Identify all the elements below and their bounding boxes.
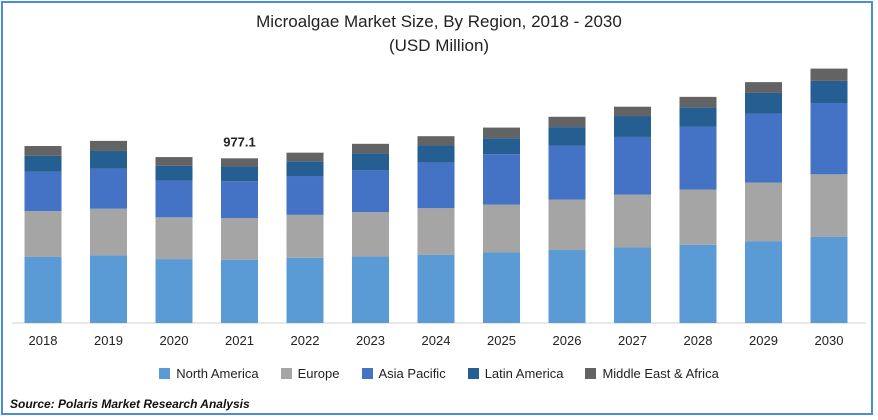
bar-segment — [483, 154, 520, 205]
x-tick-label: 2021 — [225, 333, 254, 348]
bar-segment — [417, 254, 455, 323]
bar-segment — [24, 155, 62, 172]
data-label: 977.1 — [223, 134, 256, 149]
x-tick-label: 2018 — [29, 333, 58, 348]
bar-segment — [90, 255, 127, 323]
legend-label: Latin America — [484, 366, 564, 381]
bar-segment — [155, 259, 193, 323]
bar-segment — [24, 256, 62, 323]
legend-swatch — [361, 368, 373, 379]
legend-label: Middle East & Africa — [602, 366, 719, 381]
legend-item: North America — [159, 366, 259, 381]
chart-title: Microalgae Market Size, By Region, 2018 … — [256, 12, 622, 31]
bar-segment — [155, 217, 193, 260]
bar-segment — [614, 136, 651, 195]
bar-segment — [221, 259, 258, 323]
bar-segment — [352, 143, 389, 154]
bar-segment — [90, 150, 127, 169]
x-tick-label: 2029 — [749, 333, 778, 348]
bar-segment — [352, 170, 389, 213]
bar-segment — [614, 116, 651, 137]
bar-segment — [417, 145, 455, 163]
bar-segment — [24, 146, 62, 156]
bar-segment — [286, 214, 324, 258]
legend-item: Asia Pacific — [361, 366, 446, 381]
x-tick-label: 2028 — [684, 333, 713, 348]
bar-segment — [679, 189, 717, 245]
bar-segment — [483, 252, 520, 323]
bar-segment — [679, 96, 717, 108]
bar-segment — [679, 107, 717, 127]
bar-segment — [286, 152, 324, 162]
bar-segment — [483, 127, 520, 139]
bar-segment — [548, 199, 586, 250]
bar-segment — [352, 153, 389, 171]
x-tick-label: 2026 — [553, 333, 582, 348]
bar-segment — [155, 157, 193, 166]
bar-segment — [810, 68, 848, 81]
legend-item: Latin America — [467, 366, 564, 381]
bar-segment — [614, 194, 651, 248]
bar-segment — [286, 257, 324, 323]
bar-segment — [745, 113, 782, 183]
bar-segment — [90, 140, 127, 151]
bar-segment — [90, 208, 127, 256]
bar-segment — [155, 180, 193, 218]
legend-item: Middle East & Africa — [585, 366, 719, 381]
legend-swatch — [280, 368, 292, 379]
x-tick-label: 2027 — [618, 333, 647, 348]
bar-segment — [679, 126, 717, 190]
x-tick-label: 2019 — [94, 333, 123, 348]
bar-segment — [286, 161, 324, 177]
bar-segment — [548, 145, 586, 200]
bar-segment — [810, 236, 848, 323]
bar-segment — [548, 116, 586, 128]
bar-segment — [90, 168, 127, 209]
bar-segment — [24, 171, 62, 212]
bar-segment — [352, 212, 389, 257]
legend-label: Europe — [297, 366, 340, 381]
bar-segment — [548, 127, 586, 146]
bar-segment — [221, 218, 258, 260]
bar-segment — [810, 174, 848, 237]
x-tick-label: 2023 — [356, 333, 385, 348]
bar-segment — [745, 241, 782, 323]
bar-segment — [745, 182, 782, 242]
bar-segment — [221, 158, 258, 167]
bar-segment — [483, 204, 520, 253]
bar-segment — [286, 176, 324, 215]
bar-segment — [24, 211, 62, 257]
bar-segment — [679, 244, 717, 323]
legend-item: Europe — [280, 366, 340, 381]
bar-segment — [614, 106, 651, 117]
bar-segment — [155, 165, 193, 181]
x-tick-label: 2025 — [487, 333, 516, 348]
x-tick-label: 2030 — [815, 333, 844, 348]
bar-segment — [417, 208, 455, 255]
x-tick-label: 2024 — [422, 333, 451, 348]
bar-segment — [221, 181, 258, 219]
x-tick-label: 2020 — [160, 333, 189, 348]
legend-swatch — [585, 368, 597, 379]
x-tick-label: 2022 — [291, 333, 320, 348]
bar-segment — [810, 80, 848, 104]
bar-segment — [483, 138, 520, 155]
bar-segment — [352, 256, 389, 323]
legend-label: North America — [176, 366, 259, 381]
legend-swatch — [467, 368, 479, 379]
bar-segment — [745, 92, 782, 114]
bar-segment — [417, 162, 455, 209]
legend-swatch — [159, 368, 171, 379]
bar-segment — [810, 103, 848, 175]
chart-legend: North America Europe Asia Pacific Latin Ame… — [0, 366, 878, 381]
bar-segment — [745, 82, 782, 93]
legend-label: Asia Pacific — [378, 366, 446, 381]
bar-segment — [614, 247, 651, 323]
chart-subtitle: (USD Million) — [388, 36, 490, 55]
bar-segment — [417, 136, 455, 146]
source-note: Source: Polaris Market Research Analysis — [10, 397, 250, 411]
bar-segment — [548, 249, 586, 323]
bar-segment — [221, 166, 258, 182]
